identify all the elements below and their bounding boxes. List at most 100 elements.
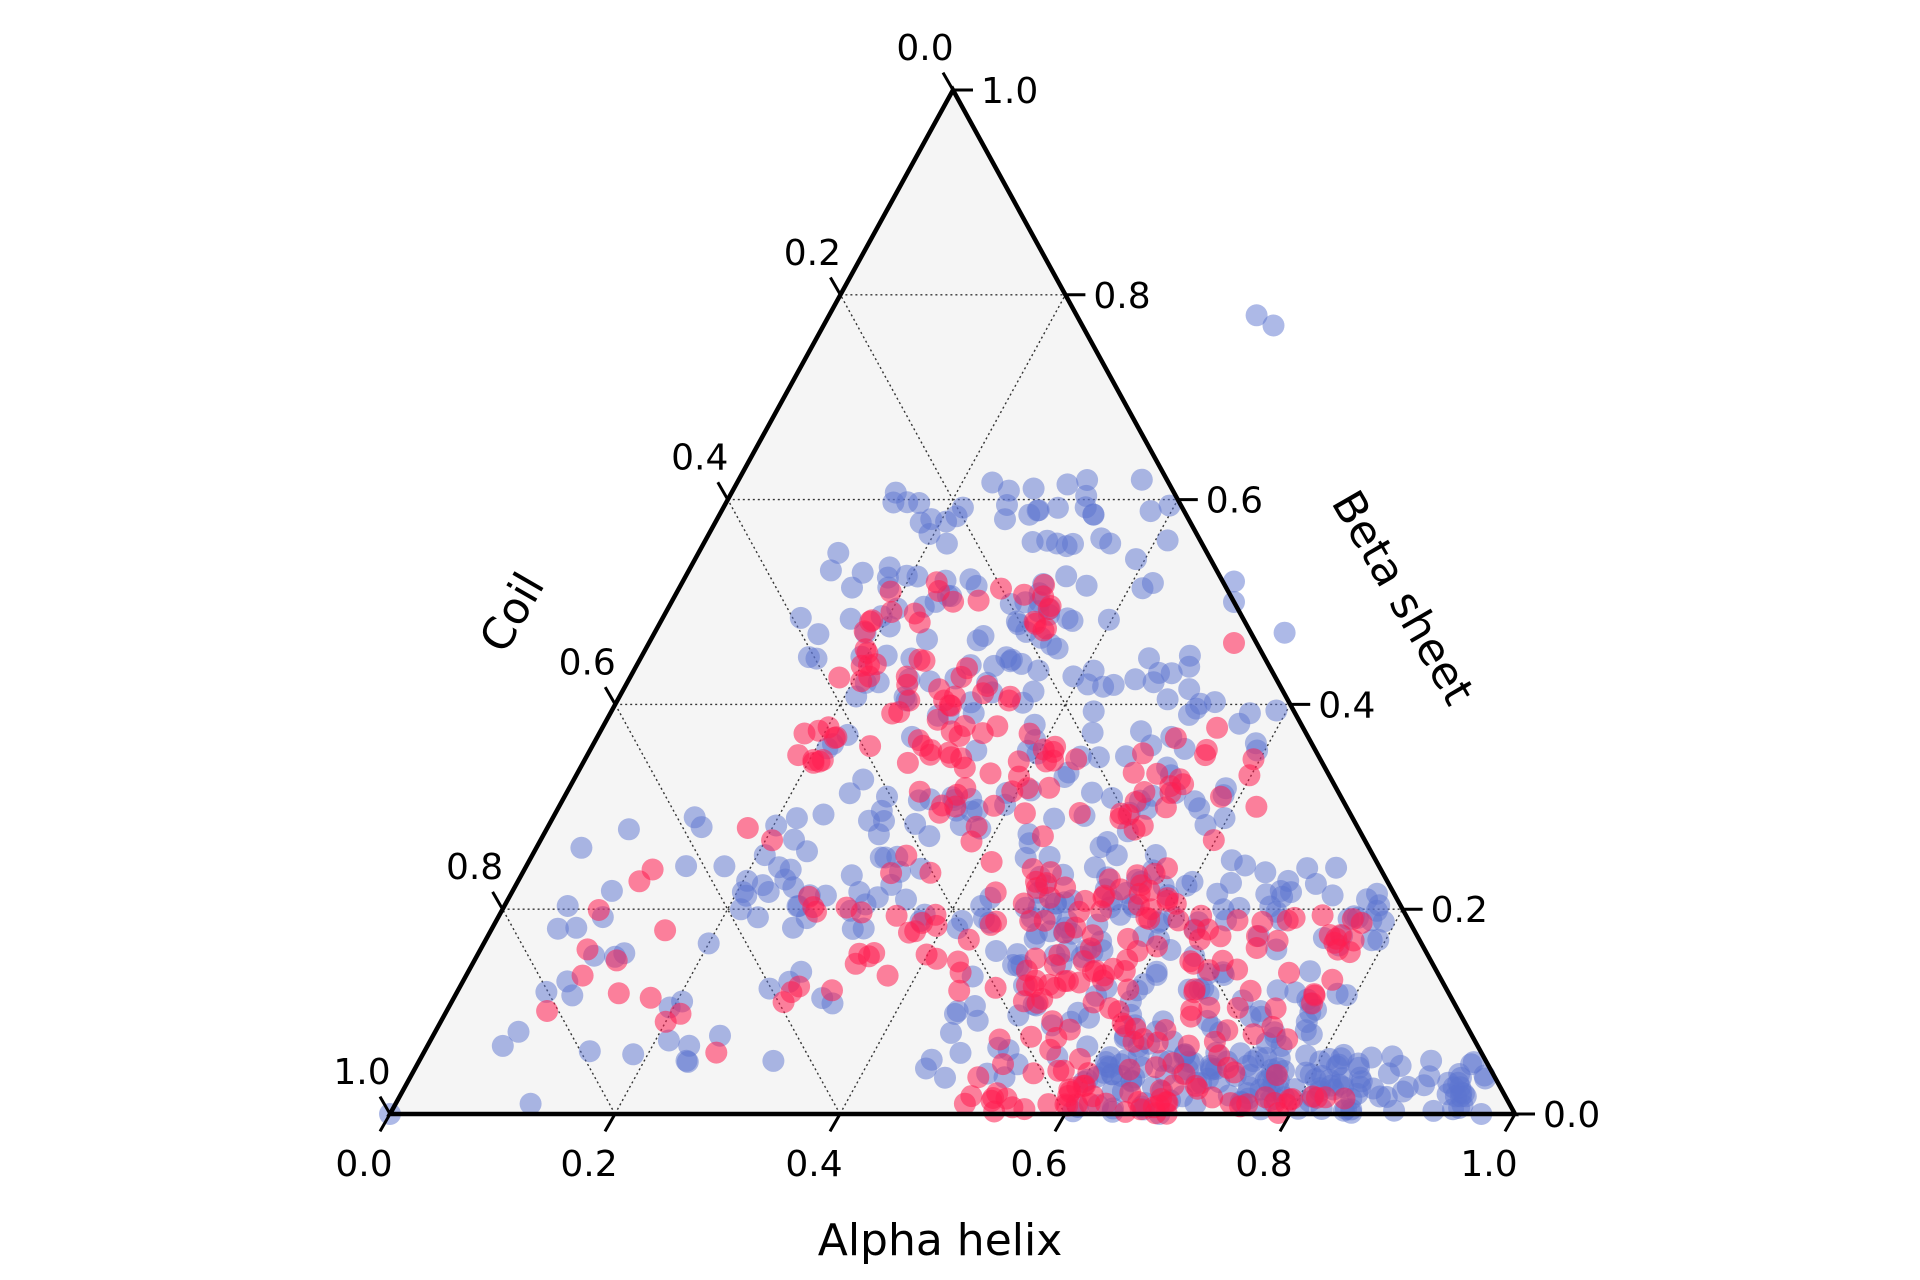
bottom-tick-label: 0.2 <box>560 1144 617 1185</box>
data-point <box>988 1028 1011 1051</box>
data-point <box>984 976 1007 999</box>
data-point <box>1238 1076 1260 1099</box>
data-point <box>1189 692 1212 715</box>
data-point <box>1160 662 1183 685</box>
data-point <box>1226 909 1249 932</box>
data-point <box>819 559 842 582</box>
data-point <box>1122 761 1145 784</box>
data-point <box>1444 1085 1467 1108</box>
data-point <box>1242 1050 1265 1073</box>
data-point <box>934 1066 956 1089</box>
data-point <box>1046 637 1069 660</box>
right-tick-label: 0.8 <box>1093 276 1150 317</box>
data-point <box>605 949 628 972</box>
data-point <box>1223 632 1245 654</box>
data-point <box>1062 532 1084 555</box>
data-point <box>895 665 918 688</box>
tick-mark <box>1503 1113 1517 1133</box>
data-point <box>678 1034 701 1057</box>
bottom-tick-label: 0.0 <box>335 1144 392 1185</box>
data-point <box>967 1066 990 1089</box>
data-point <box>639 986 662 1009</box>
data-point <box>1093 884 1116 907</box>
data-point <box>519 1092 542 1115</box>
data-point <box>953 715 976 737</box>
data-point <box>980 851 1003 873</box>
data-point <box>1145 935 1168 958</box>
data-point <box>1022 1062 1045 1085</box>
data-point <box>1126 864 1149 887</box>
data-point <box>986 715 1009 738</box>
data-point <box>908 648 931 671</box>
data-point <box>1006 943 1029 966</box>
data-point <box>1179 950 1202 973</box>
data-point <box>966 629 989 652</box>
data-point <box>827 541 850 564</box>
data-point <box>873 810 895 832</box>
data-point <box>1096 831 1119 853</box>
data-point <box>880 862 903 885</box>
data-point <box>1335 984 1358 1007</box>
data-point <box>1265 1064 1288 1086</box>
data-point <box>1094 1092 1117 1115</box>
tick-mark <box>603 686 617 706</box>
data-point <box>1138 879 1161 902</box>
right-tick-label: 1.0 <box>981 71 1038 112</box>
data-point <box>709 1024 731 1047</box>
tick-mark <box>1053 1113 1067 1133</box>
data-point <box>1208 1044 1231 1067</box>
data-point <box>1321 884 1344 907</box>
data-point <box>1124 791 1147 813</box>
data-point <box>1276 1028 1299 1051</box>
data-point <box>1082 659 1105 682</box>
data-point <box>812 803 835 826</box>
data-point <box>1422 1099 1445 1122</box>
data-point <box>950 665 973 688</box>
data-point <box>960 1085 983 1108</box>
data-point <box>1076 469 1099 491</box>
data-point <box>881 702 904 725</box>
data-point <box>1143 862 1166 885</box>
data-point <box>507 1020 530 1043</box>
bottom-tick-label: 0.8 <box>1235 1144 1292 1185</box>
data-point <box>1124 668 1147 691</box>
tick-mark <box>491 891 504 910</box>
data-point <box>960 830 983 853</box>
data-point <box>1056 473 1079 496</box>
data-point <box>945 505 968 528</box>
data-point <box>878 556 901 579</box>
data-point <box>946 1000 969 1023</box>
data-point <box>807 623 830 646</box>
data-point <box>1242 1023 1265 1046</box>
data-point <box>1381 1045 1404 1068</box>
data-point <box>942 590 965 613</box>
bottom-axis-title: Alpha helix <box>818 1215 1063 1266</box>
data-point <box>556 895 579 917</box>
data-point <box>1211 949 1234 972</box>
data-point <box>1102 673 1125 696</box>
axis-ticks: 0.0 0.2 0.4 0.6 0.8 1.0 0.0 0.2 0.4 0.6 0.8 1.0 0.0 0… <box>333 28 1600 1185</box>
right-tick-label: 0.0 <box>1543 1095 1600 1136</box>
data-point <box>607 982 630 1005</box>
data-point <box>1145 960 1168 983</box>
data-point <box>1281 1088 1304 1110</box>
data-point <box>1341 908 1364 931</box>
data-point <box>1141 572 1164 594</box>
data-point <box>622 1043 645 1066</box>
data-point <box>1266 929 1289 952</box>
data-point <box>879 580 902 603</box>
data-point <box>802 749 825 771</box>
data-point <box>918 825 941 848</box>
data-point <box>1043 807 1066 830</box>
data-point <box>1090 527 1113 550</box>
data-point <box>1084 959 1107 982</box>
data-point <box>998 689 1020 712</box>
data-point <box>983 794 1005 817</box>
data-point <box>859 735 882 758</box>
data-point <box>1277 869 1300 892</box>
data-point <box>850 670 873 693</box>
tick-mark <box>378 1113 392 1133</box>
left-axis-title: Coil <box>470 564 555 661</box>
data-point <box>1033 573 1056 596</box>
